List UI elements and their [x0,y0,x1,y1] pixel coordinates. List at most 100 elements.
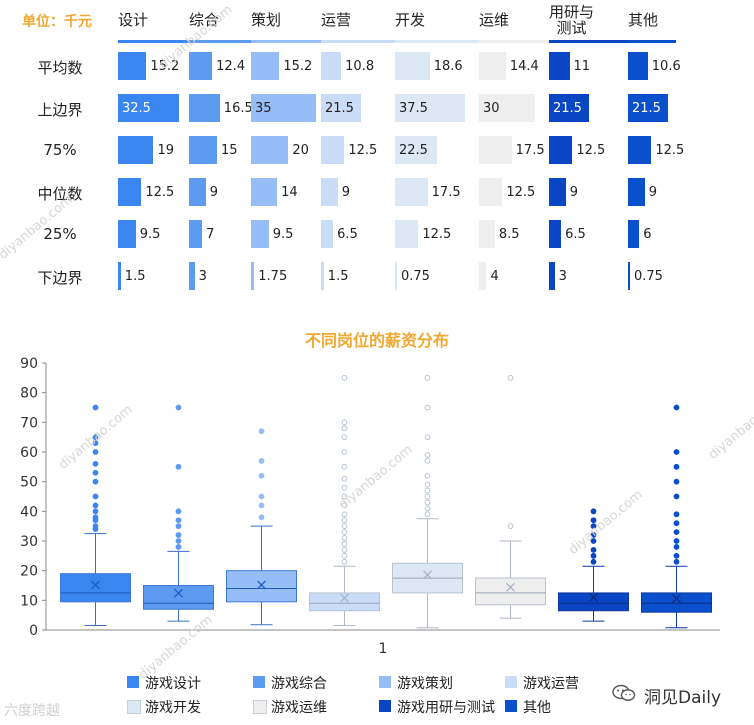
cell-bar [479,94,535,122]
outlier-point [258,502,265,509]
cell-value: 10.8 [345,59,375,74]
outlier-point [175,404,182,411]
cell-bar [628,136,652,164]
cell-bar [321,52,342,80]
column-header: 策划 [251,11,282,29]
cell-bar [628,178,645,206]
row-label: 75% [43,141,77,159]
outlier-point [673,558,680,565]
outlier-point [424,374,431,381]
outlier-point [341,552,348,559]
mean-marker [589,592,598,602]
box [226,570,297,603]
cell-value: 12.5 [506,185,536,200]
outlier-point [175,532,182,538]
cell-value: 37.5 [399,101,428,116]
cell-bar [118,94,179,122]
outlier-point [258,428,265,435]
outlier-point [92,404,99,411]
cell-value: 6 [643,227,652,242]
cell-value: 1.5 [327,269,349,284]
brand-logo-text: 六度跨越 [4,703,60,719]
cell-value: 9 [569,185,579,200]
mean-marker [423,570,432,580]
box [558,592,629,612]
outlier-point [341,434,348,441]
column-header: 其他 [628,11,659,29]
outlier-point [92,434,99,441]
legend-label: 其他 [523,700,551,716]
y-tick-label: 80 [20,386,38,402]
outlier-point [673,520,680,527]
unit-label: 单位：千元 [22,14,92,30]
cell-value: 17.5 [515,143,545,158]
outlier-point [424,404,431,411]
outlier-point [590,532,597,538]
outlier-point [341,517,348,524]
outlier-point [341,523,348,530]
y-tick-label: 30 [20,534,38,550]
cell-value: 12.5 [655,143,685,158]
column-header: 用研与 测试 [549,3,595,37]
outlier-point [424,434,431,441]
outlier-point [590,547,597,553]
cell-value: 12.5 [145,185,175,200]
cell-value: 21.5 [325,101,354,116]
outlier-point [175,523,182,530]
cell-value: 14.4 [509,59,539,74]
y-tick-label: 0 [29,623,38,639]
legend-swatch [127,676,139,688]
column-header-underline [321,40,395,43]
chart-title: 不同岗位的薪资分布 [304,331,449,350]
cell-bar [321,94,362,122]
outlier-point [92,449,99,455]
outlier-point [92,493,99,500]
outlier-point [341,529,348,535]
cell-value: 1.75 [258,269,288,284]
cell-bar [321,136,345,164]
cell-bar [118,220,136,248]
cell-value: 3 [198,269,207,284]
mean-marker [340,593,349,603]
outlier-point [673,404,680,411]
outlier-point [92,523,99,530]
box [641,592,712,613]
legend-label: 游戏运维 [271,700,327,716]
outlier-point [258,472,265,479]
cell-bar [395,262,397,290]
cell-value: 10.6 [651,59,681,74]
column-header-underline [479,40,549,43]
outlier-point [424,452,431,458]
cell-value: 21.5 [553,101,582,116]
cell-bar [628,220,640,248]
legend-swatch [379,676,391,688]
outlier-point [258,458,265,464]
cell-bar [628,262,630,290]
legend-label: 游戏综合 [271,676,327,692]
column-header: 设计 [118,11,149,29]
cell-value: 0.75 [401,269,430,284]
y-tick-label: 70 [20,415,38,431]
cell-bar [479,178,503,206]
cell-bar [251,178,278,206]
mean-marker [174,588,183,598]
cell-value: 15.2 [150,59,180,74]
row-label: 中位数 [37,185,83,203]
outlier-point [92,469,99,476]
legend-swatch [253,676,265,688]
cell-value: 15.2 [283,59,313,74]
outlier-point [590,523,597,530]
mean-marker [672,594,681,604]
cell-value: 14 [281,185,298,200]
cell-bar [189,178,206,206]
outlier-point [424,511,431,518]
cell-bar [479,52,506,80]
cell-bar [251,94,317,122]
outlier-point [175,508,182,515]
mean-marker [257,580,266,590]
outlier-point [341,547,348,553]
cell-bar [628,52,648,80]
column-header-underline [549,40,628,43]
cell-value: 18.6 [433,59,463,74]
